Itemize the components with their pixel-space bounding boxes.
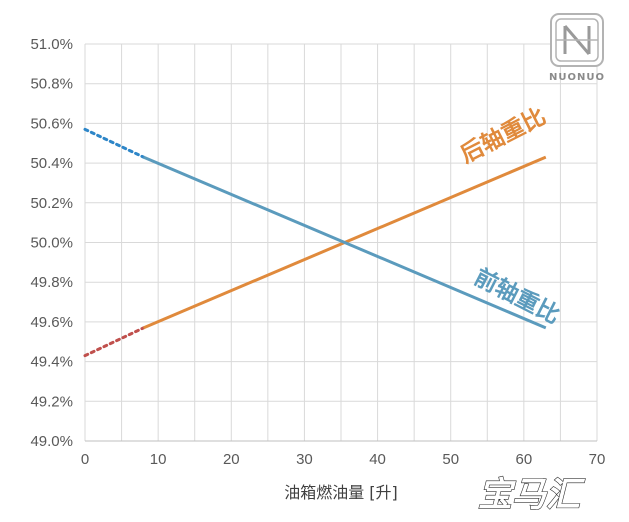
y-tick-label: 49.8% [30, 274, 73, 291]
y-tick-label: 50.2% [30, 195, 73, 212]
y-tick-label: 49.0% [30, 433, 73, 450]
x-tick-label: 0 [81, 451, 89, 468]
x-tick-label: 30 [296, 451, 313, 468]
logo-text: NUONUO [549, 72, 605, 83]
series-label-rear: 后轴重比 [456, 103, 550, 169]
x-tick-label: 70 [589, 451, 606, 468]
x-tick-label: 40 [369, 451, 386, 468]
gridlines [84, 43, 598, 442]
x-tick-label: 50 [442, 451, 459, 468]
series-label-front: 前轴重比 [470, 264, 564, 330]
y-tick-label: 49.4% [30, 354, 73, 371]
x-tick-label: 60 [516, 451, 533, 468]
tick-labels: 49.0% 49.2% 49.4% 49.6% 49.8% 50.0% 50.2% 50.4%… [30, 36, 605, 468]
y-tick-label: 50.4% [30, 155, 73, 172]
y-tick-label: 50.6% [30, 115, 73, 132]
y-tick-label: 51.0% [30, 36, 73, 53]
y-tick-label: 50.0% [30, 235, 73, 252]
y-tick-label: 49.2% [30, 393, 73, 410]
x-tick-label: 20 [223, 451, 240, 468]
y-tick-label: 49.6% [30, 314, 73, 331]
nuonuo-logo-icon [550, 13, 604, 67]
watermark: 宝马汇 [478, 475, 586, 515]
series-1-extrapolated-line [83, 127, 146, 159]
x-axis-title: 油箱燃油量 [升] [284, 483, 398, 502]
x-tick-label: 10 [150, 451, 167, 468]
series-lines [83, 127, 547, 358]
series-1-line [142, 155, 547, 330]
series-0-extrapolated-line [83, 326, 146, 358]
y-tick-label: 50.8% [30, 76, 73, 93]
